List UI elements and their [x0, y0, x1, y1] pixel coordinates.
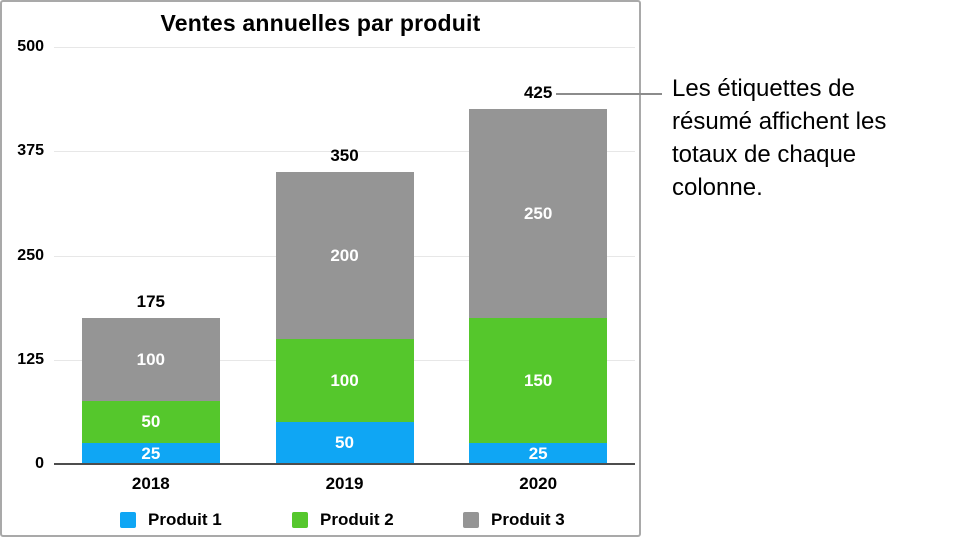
callout-text-line: Les étiquettes de — [672, 75, 855, 102]
summary-total-label: 175 — [136, 292, 166, 311]
segment-value-label: 50 — [335, 433, 354, 452]
bar-segment-produit-1[interactable]: 50 — [275, 422, 414, 464]
bar-segment-produit-1[interactable]: 25 — [81, 443, 220, 464]
callout-text-line: résumé affichent les — [672, 108, 887, 135]
chart-title: Ventes annuelles par produit — [160, 10, 481, 36]
gridline — [54, 47, 635, 48]
bar-segment-produit-3[interactable]: 100 — [81, 318, 220, 401]
y-tick-label: 500 — [17, 38, 44, 55]
segment-value-label: 250 — [523, 203, 553, 223]
legend-swatch — [120, 512, 136, 528]
segment-value-label: 150 — [523, 370, 553, 390]
legend-label: Produit 2 — [320, 510, 394, 529]
y-tick-label: 250 — [17, 246, 44, 264]
segment-value-label: 100 — [330, 370, 359, 390]
segment-value-label: 25 — [528, 443, 548, 463]
summary-total-label: 350 — [330, 146, 359, 165]
bar-segment-produit-2[interactable]: 150 — [469, 318, 608, 443]
callout-text: Les étiquettes de résumé affichent les t… — [672, 72, 886, 204]
legend-swatch — [463, 512, 479, 528]
bar-segment-produit-3[interactable]: 250 — [469, 109, 608, 318]
bar-segment-produit-2[interactable]: 100 — [275, 339, 414, 422]
bar-2019[interactable]: 50 100 200 350 — [275, 146, 414, 464]
segment-value-label: 50 — [141, 412, 161, 431]
callout-text-line: colonne. — [672, 174, 763, 201]
plot-area: 25 50 100 175 50 100 200 350 25 150 250 425 — [54, 47, 635, 465]
legend-item-produit-3[interactable]: Produit 3 — [463, 510, 565, 529]
legend-item-produit-1[interactable]: Produit 1 — [120, 510, 222, 529]
x-category-label: 2020 — [519, 474, 558, 493]
y-tick-label: 0 — [35, 455, 44, 472]
x-category-label: 2019 — [325, 474, 364, 493]
x-axis-line — [54, 463, 635, 465]
bar-segment-produit-3[interactable]: 200 — [275, 172, 414, 339]
legend-label: Produit 3 — [491, 510, 565, 529]
x-category-label: 2018 — [131, 474, 170, 493]
callout-connector-line — [556, 93, 662, 95]
y-tick-label: 125 — [17, 350, 44, 368]
legend-item-produit-2[interactable]: Produit 2 — [292, 510, 394, 529]
segment-value-label: 100 — [136, 349, 166, 369]
segment-value-label: 200 — [330, 245, 359, 265]
bar-2018[interactable]: 25 50 100 175 — [81, 292, 220, 464]
legend-swatch — [292, 512, 308, 528]
callout-text-line: totaux de chaque — [672, 141, 857, 168]
segment-value-label: 25 — [141, 443, 161, 463]
summary-total-label: 425 — [523, 83, 553, 102]
bar-segment-produit-1[interactable]: 25 — [469, 443, 608, 464]
legend-label: Produit 1 — [148, 510, 222, 529]
y-tick-label: 375 — [17, 142, 44, 160]
bar-segment-produit-2[interactable]: 50 — [81, 401, 220, 443]
bar-2020[interactable]: 25 150 250 425 — [469, 83, 608, 464]
gridline — [54, 151, 635, 153]
chart-panel[interactable]: Ventes annuelles par produit 25 50 100 175 5… — [0, 0, 641, 537]
